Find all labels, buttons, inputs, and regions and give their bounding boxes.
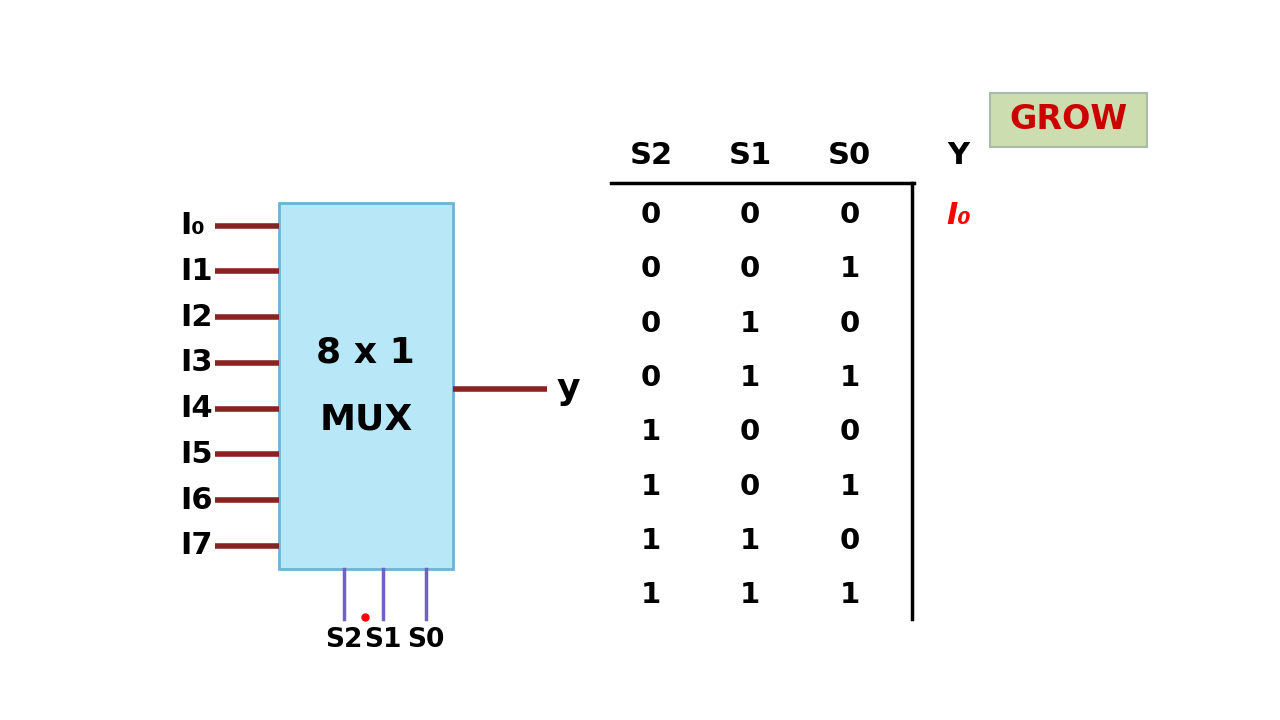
- Text: 1: 1: [840, 364, 860, 392]
- Text: I7: I7: [179, 531, 212, 560]
- FancyBboxPatch shape: [279, 203, 453, 569]
- Text: y: y: [557, 372, 580, 405]
- Text: 1: 1: [840, 472, 860, 500]
- Text: 0: 0: [641, 310, 662, 338]
- Text: I5: I5: [179, 440, 212, 469]
- Text: 0: 0: [641, 256, 662, 284]
- Text: 1: 1: [840, 581, 860, 609]
- Text: 1: 1: [840, 256, 860, 284]
- Text: 0: 0: [840, 418, 860, 446]
- Text: S1: S1: [365, 627, 402, 653]
- Text: 1: 1: [641, 418, 662, 446]
- Text: I2: I2: [179, 302, 212, 332]
- Text: 1: 1: [641, 472, 662, 500]
- Text: GROW: GROW: [1010, 103, 1128, 136]
- Text: 0: 0: [641, 364, 662, 392]
- Text: 1: 1: [740, 310, 760, 338]
- Text: 0: 0: [641, 201, 662, 229]
- FancyBboxPatch shape: [991, 93, 1147, 148]
- Text: 1: 1: [740, 581, 760, 609]
- Text: I₀: I₀: [179, 211, 205, 240]
- Text: 1: 1: [740, 364, 760, 392]
- Text: 1: 1: [641, 581, 662, 609]
- Text: 1: 1: [641, 527, 662, 555]
- Text: 0: 0: [840, 310, 860, 338]
- Text: 0: 0: [840, 201, 860, 229]
- Text: I1: I1: [179, 257, 212, 286]
- Text: S0: S0: [407, 627, 444, 653]
- Text: S2: S2: [630, 141, 672, 170]
- Text: 0: 0: [740, 472, 760, 500]
- Text: 1: 1: [740, 527, 760, 555]
- Text: Y: Y: [947, 141, 969, 170]
- Text: S2: S2: [325, 627, 362, 653]
- Text: S1: S1: [728, 141, 772, 170]
- Text: 8 x 1: 8 x 1: [316, 336, 415, 369]
- Text: 0: 0: [740, 256, 760, 284]
- Text: 0: 0: [740, 418, 760, 446]
- Text: I4: I4: [179, 394, 212, 423]
- Text: 0: 0: [740, 201, 760, 229]
- Text: S0: S0: [828, 141, 872, 170]
- Text: I3: I3: [179, 348, 212, 377]
- Text: I₀: I₀: [946, 201, 972, 230]
- Text: MUX: MUX: [319, 402, 412, 436]
- Text: I6: I6: [179, 485, 212, 515]
- Text: 0: 0: [840, 527, 860, 555]
